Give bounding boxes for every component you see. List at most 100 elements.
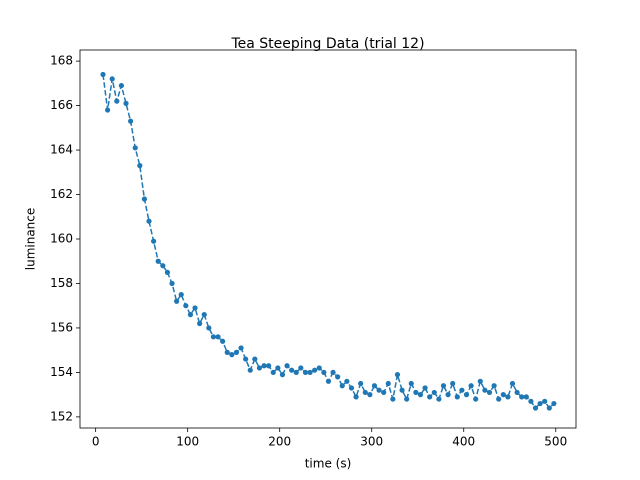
data-point [266, 363, 272, 369]
data-point [532, 405, 539, 411]
data-point [252, 356, 258, 362]
data-point [312, 367, 318, 373]
y-tick-label: 154 [50, 365, 73, 379]
x-tick-label: 400 [452, 435, 475, 449]
data-point [109, 76, 115, 82]
data-point [551, 400, 557, 407]
data-point [321, 369, 327, 376]
data-point [358, 380, 364, 387]
x-tick-label: 0 [92, 435, 100, 449]
x-axis-label: time (s) [305, 457, 352, 471]
data-point [546, 405, 552, 411]
data-point [270, 369, 276, 376]
data-point [473, 396, 479, 402]
data-point [224, 349, 230, 355]
data-point [243, 356, 249, 362]
data-point [509, 380, 516, 387]
y-tick-label: 164 [50, 143, 73, 157]
data-point [344, 378, 350, 384]
data-point [275, 365, 281, 371]
data-point [105, 107, 111, 113]
data-point [371, 383, 378, 389]
data-point [302, 369, 309, 376]
data-point [362, 389, 368, 396]
data-point [187, 312, 194, 318]
data-point [229, 352, 235, 358]
data-point [413, 389, 419, 396]
y-tick-label: 160 [50, 232, 73, 246]
data-point [206, 325, 212, 331]
data-point [123, 100, 129, 106]
data-point [118, 82, 125, 89]
data-point [390, 396, 396, 402]
data-point [477, 378, 483, 384]
data-point [233, 349, 240, 355]
data-point [201, 312, 207, 318]
data-point [482, 387, 488, 393]
y-tick-label: 156 [50, 320, 73, 334]
data-point [404, 396, 410, 402]
data-point [183, 303, 189, 309]
data-point [151, 238, 157, 244]
data-point [316, 365, 322, 371]
data-point [169, 280, 175, 287]
y-tick-label: 162 [50, 187, 73, 201]
data-point [215, 334, 221, 340]
data-point [528, 398, 534, 404]
y-tick-label: 168 [50, 54, 73, 68]
data-point [417, 392, 424, 398]
data-point [399, 387, 405, 393]
data-point [155, 258, 161, 264]
data-point [137, 163, 143, 169]
data-point [174, 298, 180, 304]
x-tick-label: 200 [268, 435, 291, 449]
data-point [381, 389, 387, 396]
data-point [307, 369, 313, 376]
data-point [247, 367, 253, 373]
data-point [284, 363, 290, 369]
data-point [436, 396, 442, 402]
data-point [197, 320, 203, 327]
data-point [238, 345, 244, 351]
data-point [100, 71, 106, 78]
data-point [279, 372, 286, 378]
x-tick-label: 300 [360, 435, 383, 449]
chart-title: Tea Steeping Data (trial 12) [230, 36, 424, 52]
data-point [325, 378, 332, 384]
y-tick-label: 166 [50, 98, 73, 112]
data-point [128, 118, 134, 124]
data-point [542, 398, 548, 404]
data-point [505, 394, 511, 400]
data-point [146, 218, 152, 224]
data-point [454, 394, 460, 400]
data-point [408, 380, 414, 387]
data-point [367, 392, 373, 398]
data-point [445, 392, 451, 398]
axes-frame [79, 49, 577, 429]
data-point [427, 394, 433, 400]
y-tick-label: 152 [50, 409, 73, 423]
data-point [422, 385, 428, 391]
data-point [164, 269, 171, 275]
y-tick-label: 158 [50, 276, 73, 290]
data-point [160, 263, 166, 269]
plot-area [80, 50, 576, 428]
data-point [385, 380, 391, 387]
data-point [114, 98, 120, 104]
data-point [261, 363, 267, 369]
data-point [335, 374, 341, 380]
data-point [500, 392, 506, 398]
data-point [339, 383, 345, 389]
x-tick-label: 500 [544, 435, 567, 449]
data-point [468, 383, 474, 389]
data-point [210, 334, 217, 340]
data-point [523, 394, 529, 400]
data-point [496, 396, 502, 402]
data-point [289, 367, 295, 373]
data-point [431, 389, 437, 396]
data-point [519, 394, 525, 400]
y-axis-label: luminance [24, 208, 38, 271]
data-point [220, 338, 226, 344]
